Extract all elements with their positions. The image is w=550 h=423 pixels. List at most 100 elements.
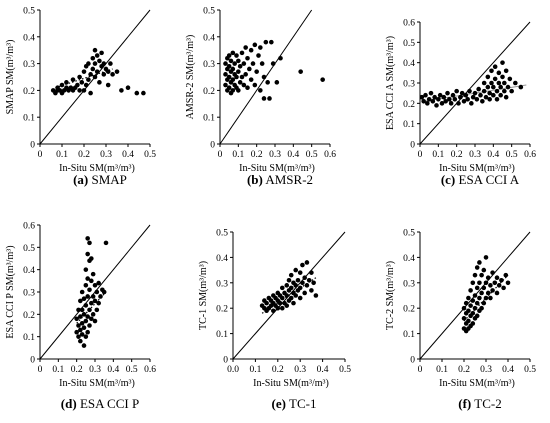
y-tick-label: 0.2 <box>216 305 228 315</box>
y-tick-label: 0 <box>210 141 215 151</box>
data-point <box>230 50 236 56</box>
data-point <box>232 61 237 66</box>
data-point <box>309 288 314 293</box>
data-point <box>74 329 79 335</box>
data-point <box>293 267 299 273</box>
data-point <box>79 320 85 326</box>
x-tick-label: 0.2 <box>78 150 90 160</box>
data-point <box>226 74 232 80</box>
data-point <box>279 285 285 291</box>
y-tick-label: 0.4 <box>403 59 415 69</box>
panel-caption-name: SMAP <box>88 172 127 187</box>
y-tick-label: 0.2 <box>403 100 415 110</box>
x-tick-label: 0.1 <box>436 365 448 375</box>
data-point <box>501 285 506 291</box>
y-tick-label: 0.4 <box>23 33 35 43</box>
data-point <box>483 295 489 301</box>
y-tick-label: 0.3 <box>403 279 415 289</box>
data-point <box>258 88 263 93</box>
data-point <box>466 295 471 301</box>
data-point <box>502 88 507 94</box>
data-point <box>297 295 303 301</box>
data-point <box>483 280 489 286</box>
x-tick-label: 0.3 <box>89 365 101 375</box>
x-tick-label: 0.1 <box>52 365 64 375</box>
data-point <box>261 74 267 80</box>
x-tick-label: 0.4 <box>502 365 514 375</box>
data-point <box>85 294 90 299</box>
data-point <box>99 50 104 56</box>
data-point <box>320 77 325 82</box>
data-point <box>505 84 511 90</box>
data-point <box>83 318 89 324</box>
x-tick-label: 0.1 <box>249 365 261 375</box>
data-point <box>241 61 247 66</box>
data-point <box>293 283 299 288</box>
y-tick-label: 0.4 <box>216 254 228 264</box>
data-point <box>300 280 305 286</box>
data-point <box>64 80 69 85</box>
data-point <box>477 280 482 286</box>
data-point <box>83 303 89 308</box>
data-point <box>466 308 471 314</box>
data-point <box>500 74 505 80</box>
x-tick-label: 0.6 <box>144 365 156 375</box>
data-point <box>430 99 436 104</box>
data-point <box>492 64 498 70</box>
data-point <box>88 72 93 77</box>
x-tick-label: 0 <box>418 365 423 375</box>
x-tick-label: 0.2 <box>451 150 463 160</box>
x-tick-label: 0 <box>218 150 223 160</box>
x-axis-label: In-Situ SM(m³/m³) <box>59 163 135 174</box>
data-point <box>498 92 503 98</box>
x-tick-label: 0.5 <box>524 365 536 375</box>
data-point <box>252 42 258 48</box>
data-point <box>488 283 493 288</box>
data-point <box>485 84 491 90</box>
data-point <box>234 53 239 58</box>
data-point <box>105 82 111 88</box>
x-tick-label: 0.4 <box>122 150 134 160</box>
data-point <box>491 84 496 90</box>
data-point <box>108 61 113 66</box>
panel-caption-letter: (c) <box>441 172 455 187</box>
data-point <box>477 295 482 301</box>
y-tick-label: 0.5 <box>23 244 35 254</box>
data-point <box>302 275 307 281</box>
chart-panel-3: 0 0.1 0.2 0.3 0.4 0.5 0.6 0 0.1 0.2 0.3 0.4 0.5 0.6 In… <box>385 19 536 188</box>
data-point <box>474 313 480 319</box>
data-point <box>502 80 507 86</box>
data-point <box>78 314 83 319</box>
data-point <box>90 312 96 317</box>
panel-caption-name: TC-2 <box>471 396 501 411</box>
data-point <box>243 72 248 77</box>
y-tick-label: 0.1 <box>203 114 215 124</box>
data-point <box>78 338 83 344</box>
data-point <box>443 99 448 104</box>
data-point <box>297 285 303 291</box>
data-point <box>434 103 439 108</box>
data-point <box>89 316 94 322</box>
y-tick-label: 0.4 <box>403 254 415 264</box>
data-point <box>489 80 494 86</box>
data-point <box>271 308 276 314</box>
y-tick-label: 0.2 <box>23 87 35 97</box>
data-point <box>96 280 101 286</box>
data-point <box>507 76 513 82</box>
data-point <box>452 96 458 102</box>
data-point <box>505 280 511 286</box>
data-point <box>81 88 87 93</box>
y-tick-label: 0.3 <box>23 289 35 299</box>
data-point <box>226 63 232 69</box>
data-point <box>250 61 256 66</box>
data-point <box>454 88 459 94</box>
data-point <box>284 303 290 308</box>
data-point <box>77 74 82 80</box>
data-point <box>513 80 518 86</box>
data-point <box>90 271 96 277</box>
y-tick-label: 0 <box>410 141 415 151</box>
data-point <box>81 296 87 302</box>
data-point <box>79 80 85 85</box>
data-point <box>279 305 285 311</box>
data-point <box>481 300 487 306</box>
